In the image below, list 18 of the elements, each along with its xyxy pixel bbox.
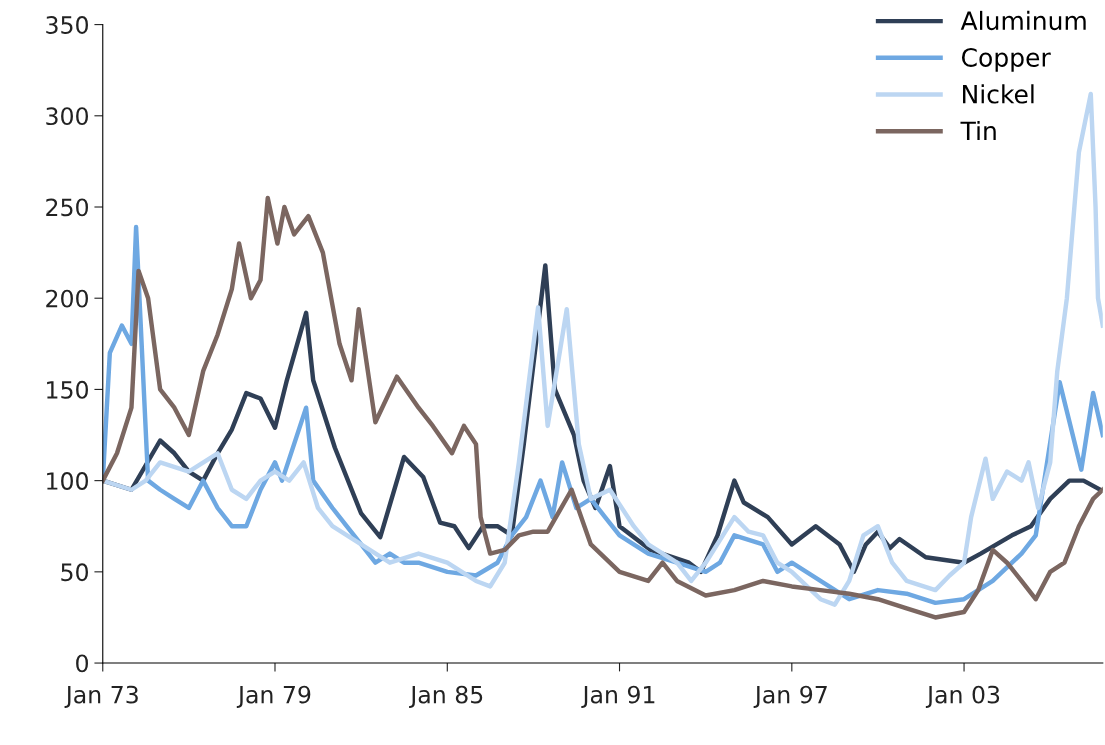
y-tick-label: 150 — [47, 380, 88, 399]
y-tick-label: 200 — [46, 289, 88, 308]
legend-label: Nickel — [963, 84, 1034, 104]
legend-label: Copper — [961, 47, 1051, 72]
x-tick-label: Jan 85 — [409, 685, 483, 708]
x-tick-label: Jan 91 — [581, 685, 655, 708]
y-tick-label: 50 — [61, 563, 88, 582]
x-tick-label: Jan 79 — [236, 685, 311, 708]
y-tick-label: 100 — [47, 472, 88, 490]
y-tick-label: 300 — [46, 107, 88, 126]
x-tick-label: Jan 97 — [753, 685, 827, 708]
x-tick-label: Jan 03 — [925, 685, 1000, 708]
y-tick-label: 0 — [76, 654, 88, 673]
legend-label: Tin — [960, 120, 996, 140]
legend-label: Aluminum — [960, 10, 1086, 31]
y-tick-label: 350 — [46, 16, 88, 34]
y-tick-label: 250 — [46, 198, 88, 217]
x-tick-label: Jan 73 — [64, 685, 138, 708]
